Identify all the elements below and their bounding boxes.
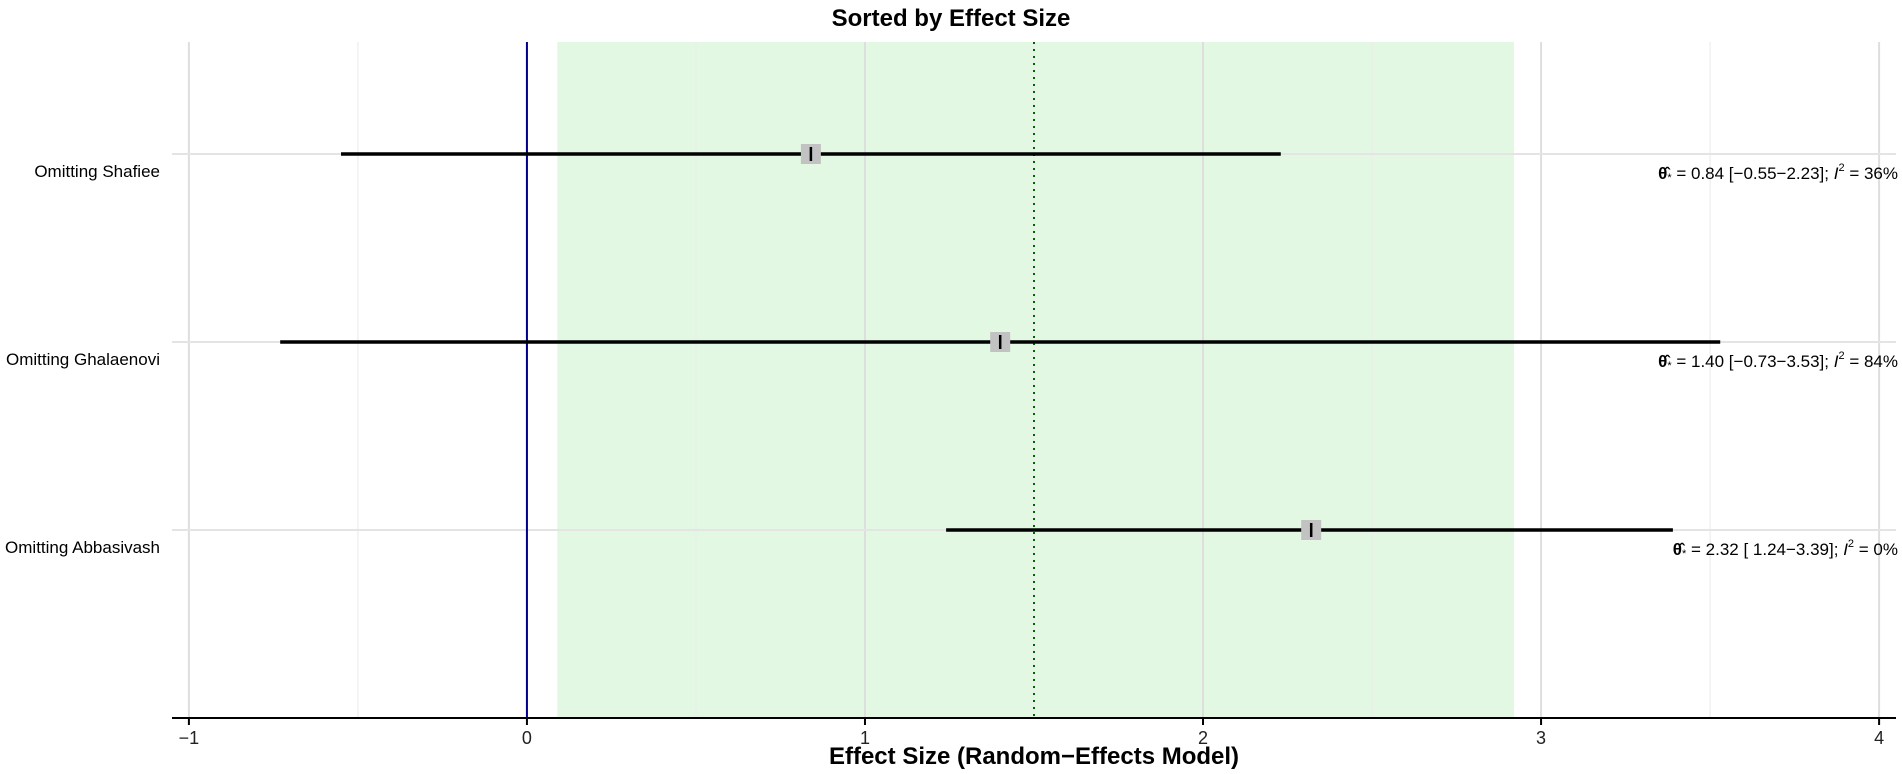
x-axis-title: Effect Size (Random−Effects Model)	[829, 743, 1239, 770]
row-label: Omitting Ghalaenovi	[6, 350, 160, 369]
x-tick-label: 0	[522, 728, 532, 748]
row-label: Omitting Shafiee	[34, 162, 160, 181]
x-axis: −1 0 1 2 3 4	[172, 717, 1896, 748]
annotation-i2-symbol: I	[1834, 352, 1839, 371]
plot-background-layer	[557, 42, 1515, 718]
annotation-i2-symbol: I	[1834, 164, 1839, 183]
chart-title: Sorted by Effect Size	[832, 5, 1071, 32]
row-annotation: θ̂* = 1.40 [−0.73−3.53]; I2 = 84%	[1658, 350, 1898, 372]
x-tick-label: 3	[1536, 728, 1546, 748]
annotation-i2-value: = 36%	[1845, 164, 1898, 183]
study-row: Omitting Ghalaenovi θ̂* = 1.40 [−0.73−3.5…	[6, 332, 1898, 372]
annotation-value: = 2.32 [ 1.24−3.39];	[1686, 540, 1843, 559]
annotation-i2-superscript: 2	[1848, 538, 1854, 550]
study-row: Omitting Shafiee θ̂* = 0.84 [−0.55−2.23];…	[34, 144, 1898, 184]
x-tick-label: −1	[179, 728, 200, 748]
annotation-subscript: *	[1667, 360, 1672, 372]
annotation-i2-symbol: I	[1843, 540, 1848, 559]
annotation-subscript: *	[1667, 172, 1672, 184]
study-row: Omitting Abbasivash θ̂* = 2.32 [ 1.24−3.3…	[5, 520, 1898, 560]
x-tick-label: 1	[860, 728, 870, 748]
prediction-interval-band	[557, 42, 1515, 718]
annotation-i2-value: = 0%	[1854, 540, 1898, 559]
x-tick-label: 4	[1874, 728, 1884, 748]
study-rows-layer: Omitting Shafiee θ̂* = 0.84 [−0.55−2.23];…	[5, 144, 1898, 560]
annotation-value: = 1.40 [−0.73−3.53];	[1672, 352, 1834, 371]
annotation-i2-value: = 84%	[1845, 352, 1898, 371]
row-label: Omitting Abbasivash	[5, 538, 160, 557]
annotation-subscript: *	[1682, 548, 1687, 560]
annotation-i2-superscript: 2	[1838, 162, 1844, 174]
annotation-i2-superscript: 2	[1838, 350, 1844, 362]
row-annotation: θ̂* = 0.84 [−0.55−2.23]; I2 = 36%	[1658, 162, 1898, 184]
x-tick-label: 2	[1198, 728, 1208, 748]
row-annotation: θ̂* = 2.32 [ 1.24−3.39]; I2 = 0%	[1673, 538, 1898, 560]
annotation-value: = 0.84 [−0.55−2.23];	[1672, 164, 1834, 183]
